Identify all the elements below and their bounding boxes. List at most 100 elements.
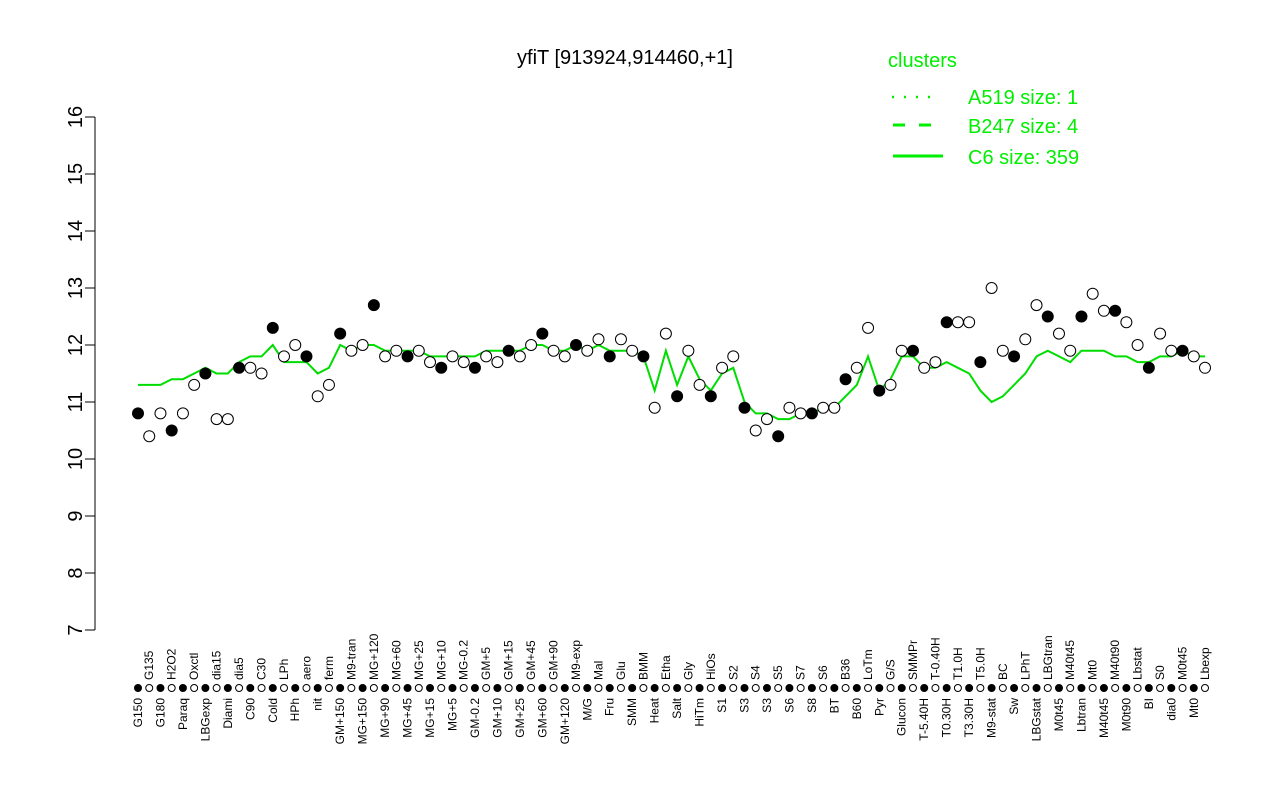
x-tick-label: MG+10 [434,640,448,680]
data-point [716,361,729,374]
x-tick-marker [515,684,524,692]
x-tick-label: S4 [749,665,763,680]
x-tick-label: MG+45 [401,698,415,738]
x-tick-label: GM+5 [479,647,493,680]
x-tick-marker [774,684,783,692]
x-tick-label: Lbtran [1074,698,1088,732]
x-tick-marker [1032,684,1041,692]
x-tick-label: MG+90 [378,698,392,738]
x-tick-marker [403,684,412,692]
x-tick-label: Salt [670,697,684,718]
data-point [1176,344,1189,357]
x-tick-marker [953,684,962,692]
data-point [671,390,684,403]
data-point [424,356,437,369]
x-tick-label: MG+60 [389,640,403,680]
x-tick-label: M/G [580,698,594,721]
x-tick-label: M40t45 [1097,698,1111,738]
x-tick-label: MG+25 [412,640,426,680]
legend-entry-a519: A519 size: 1 [968,87,1078,109]
x-tick-marker [718,684,727,692]
data-point [188,378,201,391]
x-tick-label: Fru [603,698,617,716]
x-tick-label: Mt0 [1086,660,1100,680]
data-point [1199,361,1211,374]
x-tick-marker [1111,684,1120,692]
x-tick-marker [987,684,996,692]
x-tick-marker [1201,684,1209,692]
x-tick-label: BC [996,663,1010,680]
x-tick-label: G/S [884,659,898,680]
x-tick-label: M0t45 [1052,698,1066,732]
data-point [1120,316,1133,329]
x-tick-marker [470,684,479,692]
x-tick-label: SMMPr [906,640,920,680]
data-point [760,413,773,426]
data-point [379,350,392,363]
legend: clusters A519 size: 1 B247 size: 4 C6 si… [888,50,1079,169]
x-tick-label: MG-0.2 [457,640,471,680]
x-tick-label: M9-exp [569,640,583,680]
x-tick-marker [538,684,547,692]
x-tick-marker [201,684,210,692]
x-tick-label: BMM [636,652,650,680]
x-tick-label: GM+45 [524,640,538,680]
x-tick-marker [504,684,513,692]
data-point [659,327,672,340]
x-tick-label: HPh [288,698,302,721]
x-tick-marker [1133,684,1142,692]
x-tick-marker [594,684,603,692]
data-point [390,344,403,357]
x-tick-label: HiTm [693,698,707,727]
x-tick-marker [628,684,637,692]
x-tick-marker [178,684,187,692]
x-tick-marker [257,684,266,692]
x-tick-marker [268,684,277,692]
x-tick-marker [1021,684,1030,692]
x-tick-label: S3 [760,698,774,713]
x-tick-marker [1099,684,1108,692]
x-tick-label: S8 [805,698,819,713]
x-tick-marker [324,684,333,692]
x-tick-marker [212,684,221,692]
x-tick-label: dia0 [1164,698,1178,721]
x-tick-marker [1178,684,1187,692]
data-point [581,344,594,357]
x-tick-label: T-5.40H [917,698,931,741]
data-point [974,356,987,369]
x-tick-label: T3.30H [962,698,976,737]
x-tick-label: MG+150 [356,698,370,745]
x-tick-marker [819,684,828,692]
x-tick-marker [998,684,1007,692]
x-tick-marker [762,684,771,692]
data-point [165,424,178,437]
x-tick-marker [156,684,165,692]
x-tick-label: nit [311,697,325,710]
x-tick-label: Sw [1007,698,1021,715]
x-tick-marker [1144,684,1153,692]
x-tick-label: BT [827,697,841,713]
x-tick-marker [695,684,704,692]
x-tick-label: T1.0H [951,647,965,680]
x-tick-label: MG+5 [445,698,459,731]
x-tick-label: Gly [681,662,695,680]
data-point [468,361,481,374]
data-point [401,350,414,363]
data-point [1165,344,1178,357]
x-tick-marker [235,684,244,692]
x-tick-marker [965,684,974,692]
data-point [132,407,144,420]
x-tick-marker [650,684,659,692]
data-point [1008,350,1021,363]
data-point [176,407,189,420]
x-tick-marker [145,684,154,692]
x-tick-label: GM+25 [513,698,527,738]
data-point [862,321,875,334]
data-point [289,339,302,351]
data-point [345,344,358,357]
x-tick-marker [560,684,569,692]
x-tick-marker [280,684,289,692]
x-tick-label: H2O2 [165,648,179,680]
y-axis: 7 8 9 10 11 12 13 14 15 16 [65,106,96,636]
data-point [772,430,785,443]
